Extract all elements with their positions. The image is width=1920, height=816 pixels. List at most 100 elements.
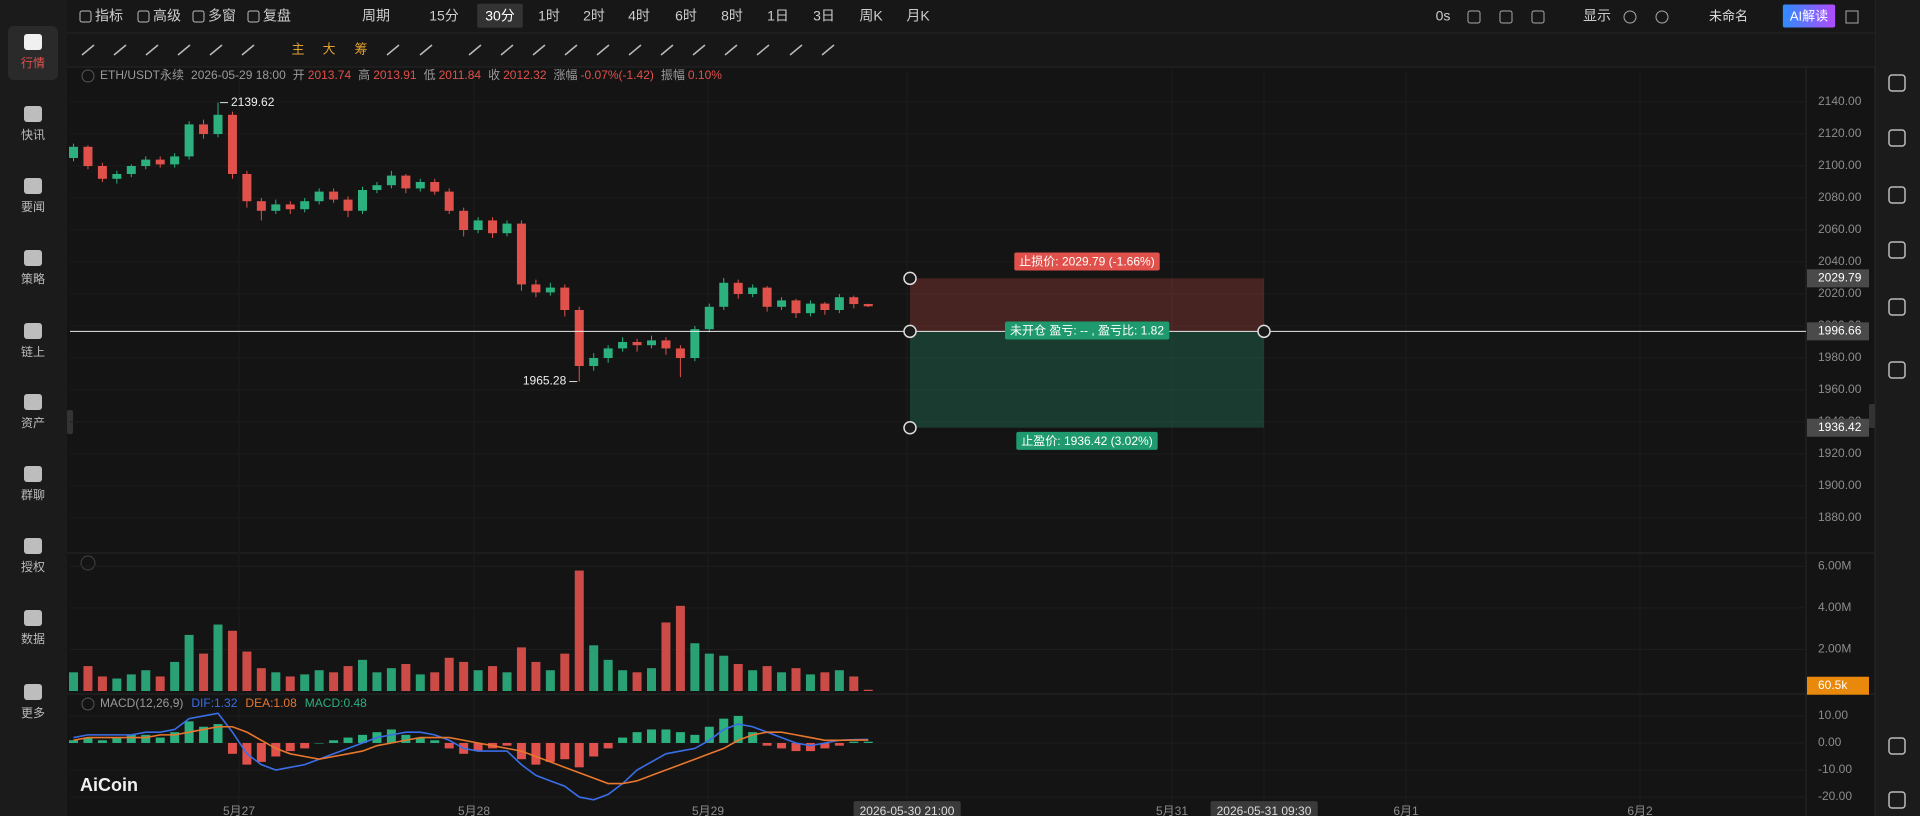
draw-tool-icon[interactable] (419, 44, 433, 56)
draw-tool-icon[interactable] (113, 44, 127, 56)
candle-body (632, 342, 642, 346)
position-handle[interactable] (903, 324, 917, 339)
draw-tool-icon[interactable] (756, 44, 770, 56)
side-icon[interactable] (1888, 737, 1906, 755)
interval-button[interactable]: 8时 (721, 8, 743, 24)
collapse-tab[interactable] (1869, 404, 1875, 428)
layout-name[interactable]: 未命名 (1709, 8, 1748, 23)
interval-button[interactable]: 周K (859, 8, 883, 24)
draw-tool-icon[interactable] (241, 44, 255, 56)
tool-button[interactable]: 复盘 (263, 8, 291, 24)
draw-tool-icon[interactable] (532, 44, 546, 56)
nav-label[interactable]: 要闻 (21, 200, 45, 214)
nav-icon[interactable] (24, 323, 42, 339)
toolbar-icon[interactable] (1531, 10, 1545, 24)
interval-button[interactable]: 15分 (429, 8, 459, 24)
nav-icon[interactable] (24, 538, 42, 554)
side-icon[interactable] (1888, 129, 1906, 147)
draw-tool-icon[interactable] (386, 44, 400, 56)
draw-tool-icon[interactable] (209, 44, 223, 56)
toolbar-icon[interactable] (1623, 10, 1637, 24)
indicator-toggle[interactable]: 主 (291, 41, 304, 56)
interval-button[interactable]: 3日 (813, 8, 835, 24)
macd-bar (473, 742, 483, 752)
draw-tool-icon[interactable] (468, 44, 482, 56)
candle-body (690, 329, 700, 358)
toolbar-icon[interactable] (1467, 10, 1481, 24)
side-icon[interactable] (1888, 186, 1906, 204)
draw-tool-icon[interactable] (821, 44, 835, 56)
side-icon[interactable] (1888, 791, 1906, 809)
position-handle[interactable] (903, 271, 917, 286)
nav-icon[interactable] (24, 34, 42, 50)
draw-tool-icon[interactable] (724, 44, 738, 56)
indicator-toggle[interactable]: 筹 (354, 41, 367, 56)
macd-bar (444, 742, 454, 749)
volume-bar (791, 668, 801, 691)
side-icon[interactable] (1888, 298, 1906, 316)
side-icon[interactable] (1888, 74, 1906, 92)
tool-button[interactable]: 高级 (153, 8, 181, 24)
nav-label[interactable]: 快讯 (21, 128, 45, 142)
tool-icon[interactable] (247, 10, 260, 23)
symbol-toggle[interactable] (81, 69, 95, 83)
interval-button[interactable]: 1日 (767, 8, 789, 24)
nav-label[interactable]: 策略 (21, 271, 45, 286)
interval-button[interactable]: 6时 (675, 8, 697, 24)
interval-button[interactable]: 30分 (485, 8, 515, 24)
interval-button[interactable]: 月K (906, 8, 930, 24)
volume-bar (834, 670, 844, 691)
draw-tool-icon[interactable] (564, 44, 578, 56)
nav-icon[interactable] (24, 466, 42, 482)
display-button[interactable]: 显示 (1583, 8, 1611, 24)
draw-tool-icon[interactable] (660, 44, 674, 56)
draw-tool-icon[interactable] (145, 44, 159, 56)
position-handle[interactable] (903, 420, 917, 435)
volume-bar (141, 670, 151, 691)
draw-tool-icon[interactable] (500, 44, 514, 56)
candle-body (748, 287, 758, 294)
nav-label[interactable]: 数据 (21, 631, 45, 646)
nav-icon[interactable] (24, 684, 42, 700)
nav-label[interactable]: 资产 (21, 416, 45, 430)
nav-icon[interactable] (24, 610, 42, 626)
draw-tool-icon[interactable] (692, 44, 706, 56)
draw-tool-icon[interactable] (81, 44, 95, 56)
nav-label[interactable]: 链上 (21, 344, 45, 359)
toolbar-icon[interactable] (1499, 10, 1513, 24)
nav-label[interactable]: 授权 (21, 559, 45, 574)
tool-button[interactable]: 指标 (95, 8, 123, 24)
draw-tool-icon[interactable] (789, 44, 803, 56)
y-tick-label: -10.00 (1818, 762, 1852, 776)
nav-icon[interactable] (24, 250, 42, 266)
indicator-toggle[interactable]: 大 (322, 41, 335, 56)
macd-bar (704, 726, 714, 743)
ai-button[interactable]: AI解读 (1790, 8, 1828, 23)
toolbar-icon[interactable] (1655, 10, 1669, 24)
nav-icon[interactable] (24, 178, 42, 194)
nav-label[interactable]: 更多 (21, 706, 45, 720)
share-icon[interactable] (1845, 10, 1859, 24)
interval-button[interactable]: 1时 (538, 8, 560, 24)
tool-icon[interactable] (79, 10, 92, 23)
nav-icon[interactable] (24, 106, 42, 122)
nav-label[interactable]: 群聊 (21, 488, 45, 502)
tool-button[interactable]: 多窗 (208, 8, 236, 24)
side-icon[interactable] (1888, 241, 1906, 259)
interval-button[interactable]: 2时 (583, 8, 605, 24)
y-tick-label: 0.00 (1818, 735, 1842, 749)
draw-tool-icon[interactable] (177, 44, 191, 56)
draw-tool-icon[interactable] (596, 44, 610, 56)
interval-button[interactable]: 4时 (628, 8, 650, 24)
period-button[interactable]: 周期 (362, 8, 390, 24)
tool-icon[interactable] (137, 10, 150, 23)
nav-label[interactable]: 行情 (21, 56, 45, 70)
position-handle[interactable] (1257, 324, 1271, 339)
macd-bar (386, 729, 396, 743)
side-icon[interactable] (1888, 361, 1906, 379)
nav-icon[interactable] (24, 394, 42, 410)
draw-tool-icon[interactable] (628, 44, 642, 56)
macd-toggle[interactable] (81, 697, 95, 711)
pane-settings[interactable] (80, 555, 96, 571)
tool-icon[interactable] (192, 10, 205, 23)
